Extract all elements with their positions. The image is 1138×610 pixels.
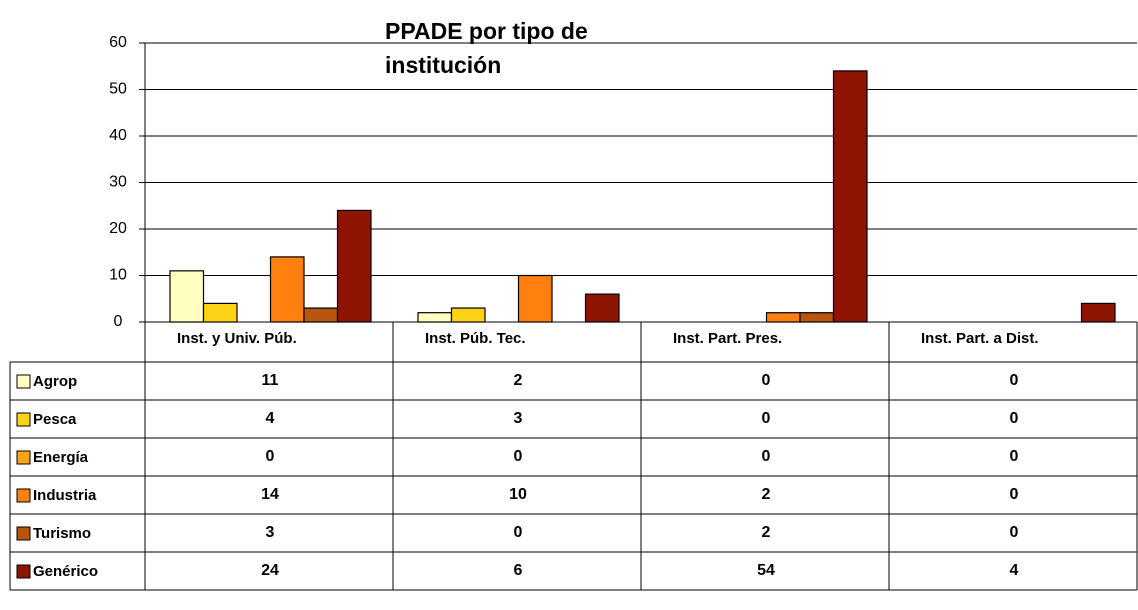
bar (799, 312, 835, 323)
table-value: 10 (509, 486, 527, 503)
table-value: 54 (757, 562, 775, 579)
table-value: 0 (762, 448, 771, 465)
table-value: 2 (514, 372, 523, 389)
table-value: 0 (762, 372, 771, 389)
bar (269, 256, 305, 323)
table-value: 0 (1010, 410, 1019, 427)
y-tick-label: 50 (109, 81, 127, 98)
bar (765, 312, 801, 323)
x-tick-label: Inst. Part. a Dist. (921, 330, 1039, 347)
bar (584, 293, 620, 323)
table-value: 24 (261, 562, 279, 579)
chart-title: PPADE por tipo de institución (385, 18, 588, 78)
legend-label: Energía (33, 449, 89, 466)
legend-label: Agrop (33, 373, 78, 390)
table-value: 6 (514, 562, 523, 579)
y-tick-label: 60 (109, 34, 127, 51)
table-value: 14 (261, 486, 279, 503)
table-value: 3 (514, 410, 523, 427)
y-tick-label: 0 (114, 313, 123, 330)
table-value: 0 (1010, 448, 1019, 465)
y-tick-label: 30 (109, 174, 127, 191)
x-tick-label: Inst. y Univ. Púb. (177, 330, 297, 347)
bar (517, 274, 553, 323)
legend-swatch (16, 374, 31, 389)
legend-swatch (16, 450, 31, 465)
table-value: 11 (262, 372, 279, 389)
x-tick-label: Inst. Púb. Tec. (425, 330, 526, 347)
bar (336, 209, 372, 323)
legend-label: Turismo (33, 525, 92, 542)
table-value: 3 (266, 524, 275, 541)
bar (303, 307, 339, 323)
table-value: 0 (1010, 486, 1019, 503)
bar (169, 270, 205, 323)
table-value: 0 (762, 410, 771, 427)
table-value: 0 (266, 448, 275, 465)
y-tick-label: 10 (109, 267, 127, 284)
legend-swatch (16, 526, 31, 541)
bar (202, 302, 238, 323)
legend-label: Pesca (33, 411, 77, 428)
table-value: 0 (1010, 524, 1019, 541)
table-value: 0 (1010, 372, 1019, 389)
bar (832, 70, 868, 323)
y-tick-label: 40 (109, 127, 127, 144)
bar (1080, 302, 1116, 323)
table-value: 0 (514, 524, 523, 541)
legend-swatch (16, 412, 31, 427)
y-tick-label: 20 (109, 220, 127, 237)
bar (450, 307, 486, 323)
bar (417, 312, 453, 323)
table-value: 4 (266, 410, 275, 427)
legend-swatch (16, 564, 31, 579)
table-value: 4 (1010, 562, 1019, 579)
legend-label: Genérico (33, 563, 99, 580)
legend-swatch (16, 488, 31, 503)
table-value: 0 (514, 448, 523, 465)
legend-label: Industria (33, 487, 97, 504)
table-value: 2 (762, 524, 771, 541)
table-value: 2 (762, 486, 771, 503)
x-tick-label: Inst. Part. Pres. (673, 330, 783, 347)
